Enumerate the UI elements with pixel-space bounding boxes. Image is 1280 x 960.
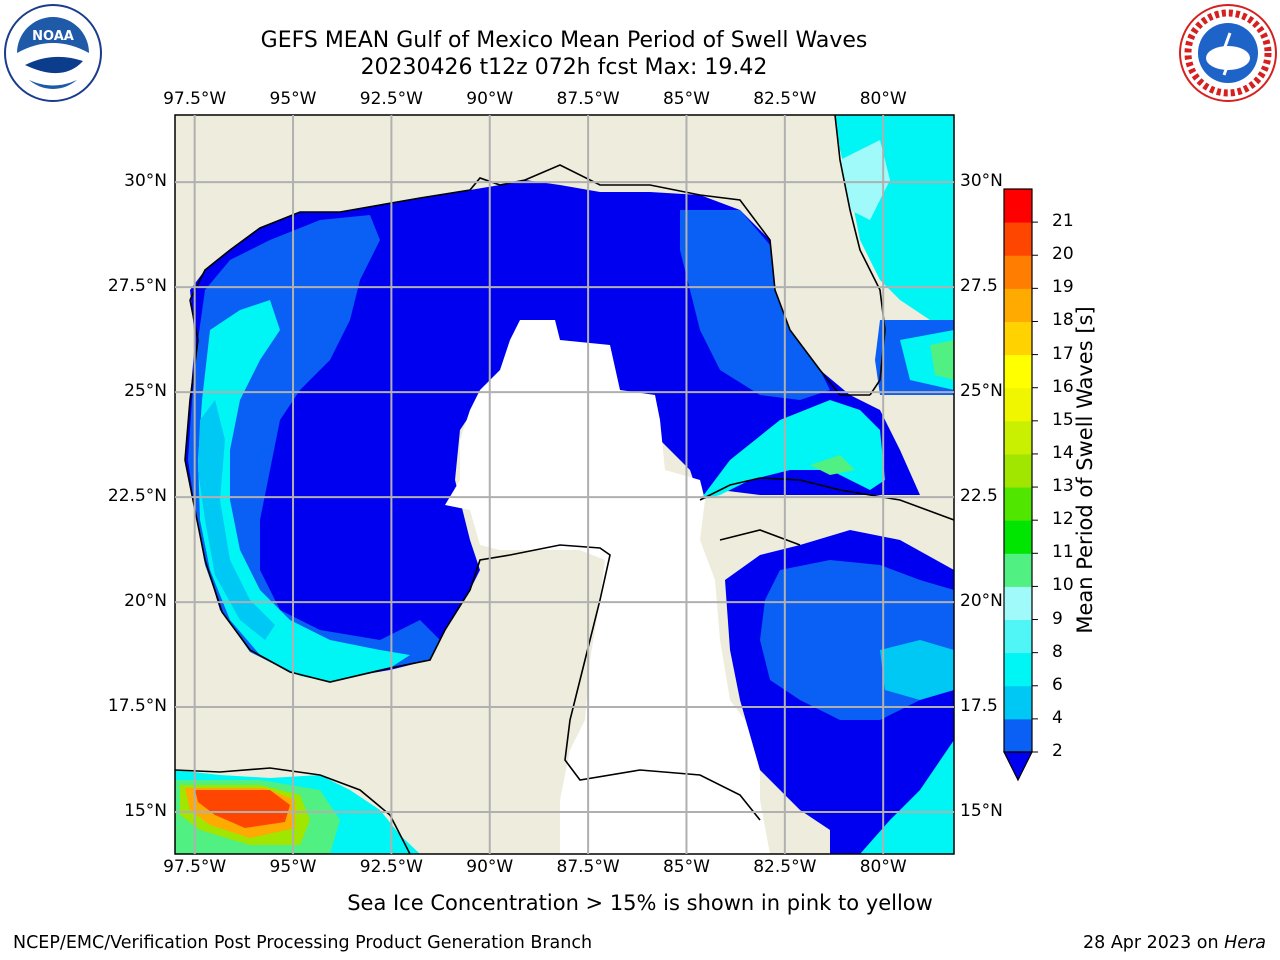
lat-label-right: 30°N: [960, 171, 1003, 192]
colorbar-tick-label: 12: [1052, 509, 1074, 530]
lon-label-bottom: 85°W: [662, 857, 710, 877]
colorbar-swatch: [1004, 420, 1032, 455]
no-data-area: [445, 320, 770, 854]
colorbar-tick-label: 2: [1052, 741, 1063, 761]
lon-label-bottom: 82.5°W: [753, 857, 817, 877]
colorbar-swatch: [1004, 685, 1032, 720]
lon-label-bottom: 87.5°W: [556, 857, 620, 877]
lon-label-top: 85°W: [662, 89, 710, 109]
lat-label-left: 27.5°N: [107, 276, 167, 297]
lat-label-right: 20°N: [960, 591, 1003, 612]
lat-label-right: 25°N: [960, 381, 1003, 402]
lon-label-top: 82.5°W: [753, 89, 817, 109]
colorbar-tick-label: 19: [1052, 277, 1074, 298]
colorbar-tick-label: 8: [1052, 641, 1063, 662]
lat-label-left: 20°N: [124, 591, 167, 612]
colorbar-swatch: [1004, 189, 1032, 223]
lat-label-left: 25°N: [124, 381, 167, 402]
colorbar-swatch: [1004, 586, 1032, 621]
lon-label-top: 80°W: [859, 89, 907, 109]
colorbar-swatch: [1004, 354, 1032, 389]
lon-label-top: 97.5°W: [163, 89, 227, 109]
lat-label-right: 27.5: [960, 276, 998, 297]
colorbar-swatch: [1004, 487, 1032, 521]
colorbar-tick-label: 16: [1052, 376, 1074, 397]
colorbar-tick-label: 11: [1052, 542, 1074, 563]
lon-label-bottom: 92.5°W: [359, 857, 423, 877]
colorbar-swatch: [1004, 387, 1032, 422]
colorbar-tick-label: 21: [1052, 211, 1074, 232]
footer-date: 28 Apr 2023 on: [1083, 933, 1225, 953]
map-frame: [174, 114, 955, 855]
colorbar-swatch: [1004, 288, 1032, 322]
footer-left: NCEP/EMC/Verification Post Processing Pr…: [13, 933, 593, 953]
lat-label-left: 15°N: [124, 801, 167, 821]
florida-straits-swell: [700, 400, 885, 500]
map-subtitle: 20230426 t12z 072h fcst Max: 19.42: [360, 55, 768, 80]
colorbar-tick-label: 6: [1052, 674, 1063, 695]
colorbar-tick-label: 15: [1052, 409, 1074, 430]
colorbar-tick-label: 18: [1052, 310, 1074, 331]
pacific-red-zone: [195, 790, 290, 828]
lon-label-top: 87.5°W: [556, 89, 620, 109]
colorbar-tick-label: 4: [1052, 707, 1063, 728]
colorbar-swatch: [1004, 520, 1032, 554]
colorbar-swatch: [1004, 453, 1032, 488]
lat-label-left: 22.5°N: [107, 486, 167, 507]
sea-ice-note: Sea Ice Concentration > 15% is shown in …: [347, 891, 933, 915]
colorbar-swatch: [1004, 553, 1032, 587]
caribbean-east-swell: [860, 740, 954, 854]
lat-label-left: 17.5°N: [107, 696, 167, 717]
colorbar-under-arrow: [1003, 751, 1033, 782]
lon-label-top: 90°W: [466, 89, 514, 109]
colorbar-swatch: [1004, 619, 1032, 654]
colorbar-tick-label: 20: [1052, 244, 1074, 265]
footer-right: 28 Apr 2023 on Hera: [1083, 933, 1266, 953]
noaa-logo: NOAA: [3, 3, 103, 103]
caribbean-cyan-patch: [880, 640, 954, 700]
colorbar-tick-label: 10: [1052, 575, 1074, 596]
colorbar-tick-label: 13: [1052, 476, 1074, 497]
colorbar-swatch: [1004, 652, 1032, 687]
lon-label-bottom: 95°W: [269, 857, 317, 877]
florida-straits-peak: [810, 455, 855, 475]
lon-label-bottom: 97.5°W: [163, 857, 227, 877]
map-title: GEFS MEAN Gulf of Mexico Mean Period of …: [260, 28, 868, 53]
colorbar-swatch: [1004, 718, 1032, 753]
lon-label-bottom: 90°W: [466, 857, 514, 877]
colorbar-swatch: [1004, 222, 1032, 256]
noaa-logo-text: NOAA: [32, 29, 74, 44]
colorbar-frame: [1003, 188, 1033, 753]
colorbar-tick-label: 9: [1052, 608, 1063, 629]
atlantic-light-patch: [840, 140, 890, 220]
lon-label-bottom: 80°W: [859, 857, 907, 877]
nws-logo: [1178, 3, 1278, 103]
gulf-east-zone: [680, 210, 830, 400]
colorbar-tick-label: 14: [1052, 442, 1074, 463]
footer-machine: Hera: [1224, 933, 1266, 953]
colorbar-swatch: [1004, 321, 1032, 356]
gulf-coastal-swell-2: [198, 400, 275, 640]
colorbar-swatch: [1004, 255, 1032, 289]
lat-label-left: 30°N: [124, 171, 167, 192]
coastlines: [175, 115, 954, 854]
gulf-coastal-swell: [198, 300, 410, 682]
lon-label-top: 92.5°W: [359, 89, 423, 109]
bahamas-green-patch: [930, 340, 954, 380]
graticule: [175, 115, 954, 854]
lat-label-right: 15°N: [960, 801, 1003, 821]
lon-label-top: 95°W: [269, 89, 317, 109]
lat-label-right: 17.5: [960, 696, 998, 717]
colorbar-tick-label: 17: [1052, 343, 1074, 364]
lat-label-right: 22.5: [960, 486, 998, 507]
colorbar-label: Mean Period of Swell Waves [s]: [1073, 306, 1097, 634]
